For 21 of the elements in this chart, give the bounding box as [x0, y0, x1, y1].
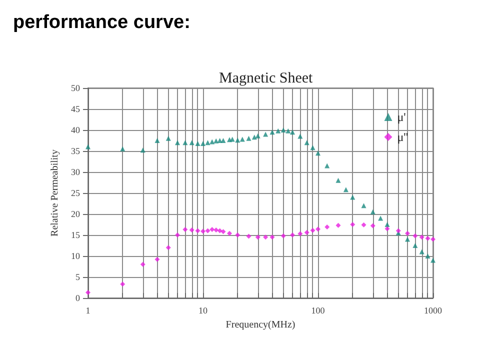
- y-tick-label: 15: [71, 230, 80, 240]
- x-axis-title: Frequency(MHz): [226, 319, 296, 330]
- x-tick-label: 1000: [424, 306, 442, 316]
- y-tick-label: 40: [71, 125, 80, 135]
- y-tick-label: 30: [71, 167, 80, 177]
- legend-label: μ': [397, 110, 406, 124]
- y-tick-label: 20: [71, 209, 80, 219]
- y-tick-label: 50: [71, 83, 80, 93]
- y-tick-label: 25: [71, 188, 80, 198]
- y-tick-label: 0: [76, 293, 80, 303]
- y-tick-label: 35: [71, 146, 80, 156]
- y-tick-label: 5: [76, 272, 80, 282]
- chart-title: performance curve:: [13, 12, 190, 33]
- y-tick-label: 10: [71, 251, 80, 261]
- x-tick-label: 100: [311, 306, 326, 316]
- y-tick-label: 45: [71, 104, 80, 114]
- x-tick-label: 10: [198, 306, 208, 316]
- y-axis-title: Relative Permeability: [50, 150, 60, 236]
- chart-subtitle: Magnetic Sheet: [219, 70, 314, 86]
- x-tick-label: 1: [86, 306, 90, 316]
- legend-label: μ'': [397, 130, 408, 144]
